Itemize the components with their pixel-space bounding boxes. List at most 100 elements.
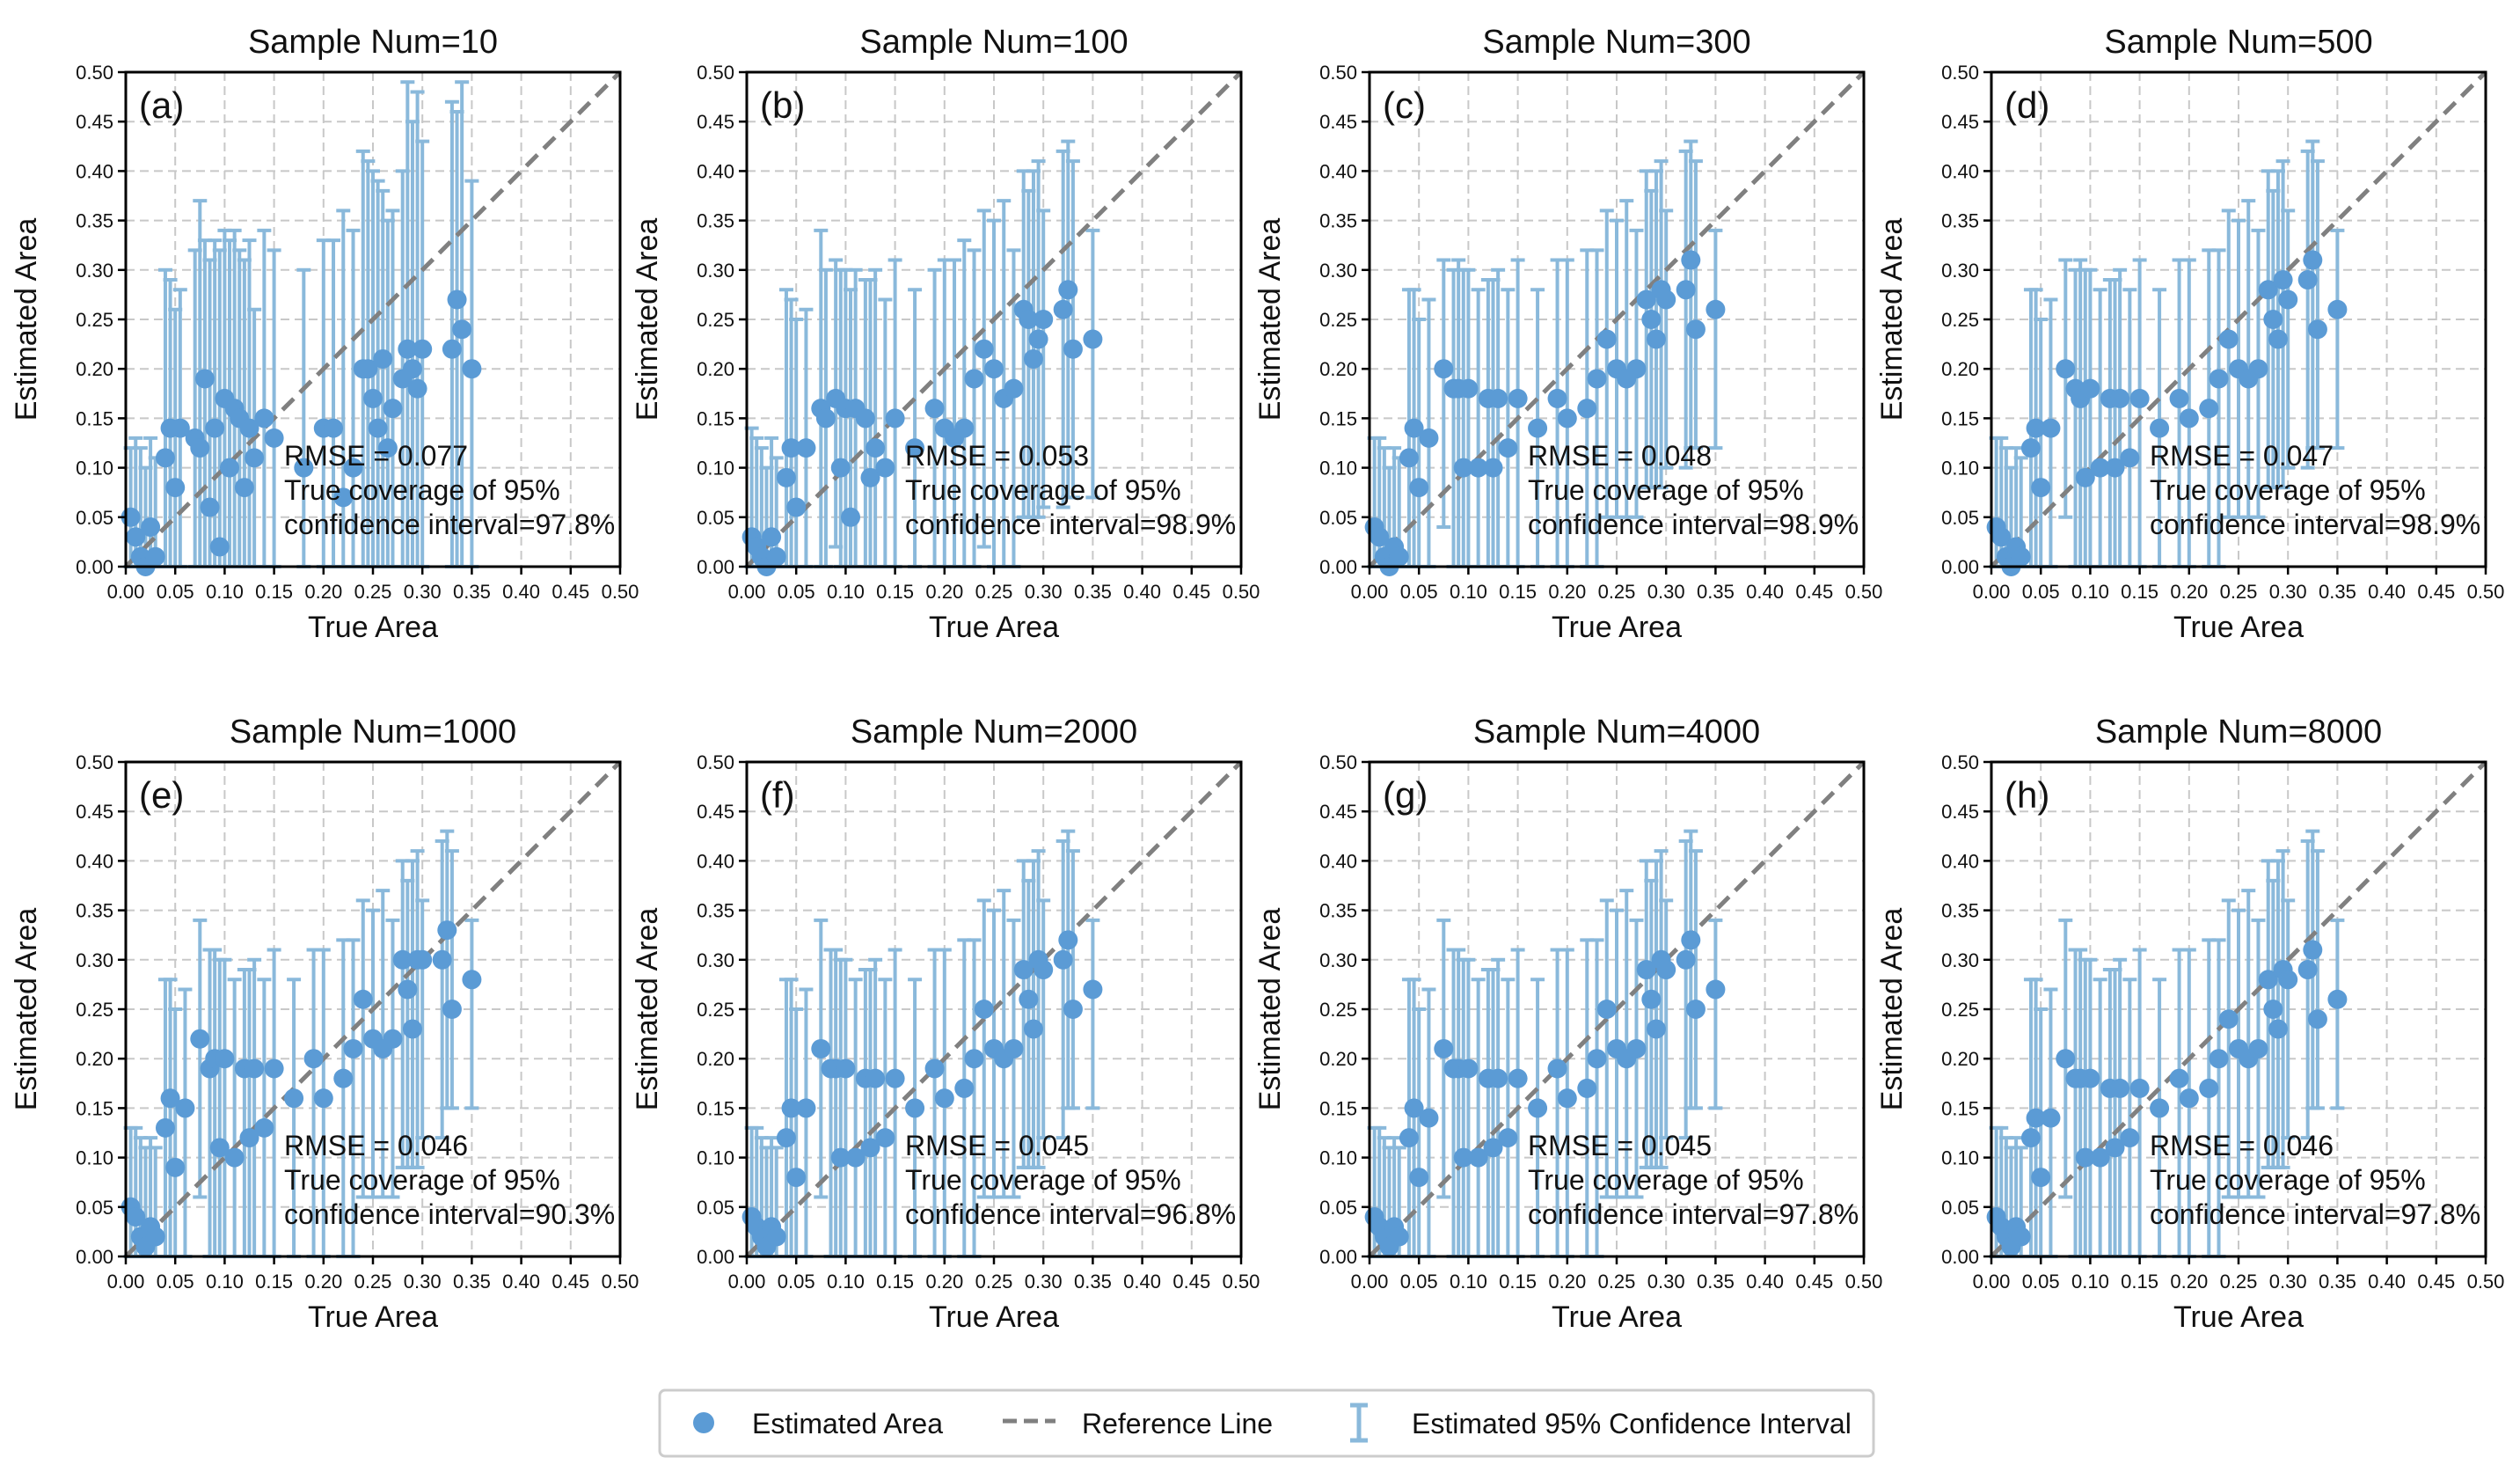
y-tick-label: 0.50 bbox=[697, 62, 734, 84]
y-axis-label: Estimated Area bbox=[631, 218, 664, 421]
data-point bbox=[190, 1029, 210, 1049]
y-tick-label: 0.40 bbox=[697, 160, 734, 182]
data-point bbox=[1557, 408, 1577, 429]
data-point bbox=[239, 418, 259, 438]
data-point bbox=[1656, 960, 1676, 980]
data-point bbox=[2150, 1098, 2170, 1118]
data-point bbox=[398, 339, 418, 359]
x-tick-label: 0.45 bbox=[1172, 1271, 1210, 1293]
subplot-title: Sample Num=10 bbox=[248, 24, 498, 61]
x-tick-label: 0.50 bbox=[1223, 1271, 1260, 1293]
rmse-annotation: RMSE = 0.047 bbox=[2150, 440, 2334, 472]
x-tick-label: 0.15 bbox=[876, 581, 914, 603]
x-tick-label: 0.05 bbox=[1400, 581, 1438, 603]
y-tick-label: 0.00 bbox=[697, 556, 734, 578]
data-point bbox=[2080, 378, 2100, 399]
data-point bbox=[413, 949, 433, 970]
data-point bbox=[333, 487, 354, 508]
data-point bbox=[2268, 1019, 2288, 1039]
data-point bbox=[924, 399, 945, 419]
data-point bbox=[2258, 970, 2278, 990]
x-tick-label: 0.25 bbox=[2220, 1271, 2258, 1293]
data-point bbox=[1706, 299, 1726, 319]
data-point bbox=[2303, 250, 2323, 270]
y-tick-label: 0.35 bbox=[76, 210, 113, 232]
subplot-6: 0.00 0.00 0.05 0.05 0.10 0.10 0.15 0.15 0.20 0.20… bbox=[631, 714, 1260, 1334]
panel-letter: (b) bbox=[760, 84, 805, 126]
y-tick-label: 0.20 bbox=[697, 1048, 734, 1070]
data-point bbox=[245, 448, 265, 468]
x-tick-label: 0.00 bbox=[728, 1271, 766, 1293]
y-tick-label: 0.30 bbox=[1941, 949, 1979, 971]
y-tick-label: 0.45 bbox=[76, 801, 113, 823]
data-point bbox=[974, 1000, 994, 1019]
data-point bbox=[762, 527, 782, 547]
x-tick-label: 0.05 bbox=[1400, 1271, 1438, 1293]
data-point bbox=[447, 289, 467, 310]
panel-letter: (c) bbox=[1383, 84, 1426, 126]
subplot-title: Sample Num=300 bbox=[1482, 24, 1750, 61]
rmse-annotation: RMSE = 0.077 bbox=[284, 440, 468, 472]
x-tick-label: 0.50 bbox=[1845, 581, 1883, 603]
data-point bbox=[377, 438, 398, 458]
data-point bbox=[2075, 467, 2095, 487]
x-tick-label: 0.50 bbox=[602, 1271, 639, 1293]
data-point bbox=[1058, 930, 1078, 950]
data-point bbox=[1508, 1068, 1528, 1088]
data-point bbox=[2105, 458, 2125, 478]
y-axis-label: Estimated Area bbox=[1253, 218, 1287, 421]
subplot-5: 0.00 0.00 0.05 0.05 0.10 0.10 0.15 0.15 0.20 0.20… bbox=[10, 714, 639, 1334]
x-tick-label: 0.45 bbox=[2417, 581, 2455, 603]
data-point bbox=[313, 1088, 333, 1109]
x-tick-label: 0.30 bbox=[1025, 1271, 1063, 1293]
subplot-title: Sample Num=4000 bbox=[1473, 714, 1760, 751]
subplot-8: 0.00 0.00 0.05 0.05 0.10 0.10 0.15 0.15 0.20 0.20… bbox=[1875, 714, 2504, 1334]
data-point bbox=[766, 1227, 786, 1247]
y-tick-label: 0.05 bbox=[1319, 1197, 1357, 1219]
y-tick-label: 0.25 bbox=[76, 309, 113, 331]
x-tick-label: 0.40 bbox=[502, 581, 540, 603]
x-tick-label: 0.00 bbox=[1973, 1271, 2011, 1293]
data-point bbox=[1053, 299, 1073, 319]
data-point bbox=[1508, 388, 1528, 408]
x-tick-label: 0.25 bbox=[1598, 581, 1636, 603]
y-tick-label: 0.35 bbox=[1319, 900, 1357, 922]
data-point bbox=[860, 1138, 880, 1158]
data-point bbox=[1641, 989, 1662, 1009]
data-point bbox=[392, 949, 413, 970]
data-point bbox=[1706, 979, 1726, 1000]
coverage-annotation-line2: confidence interval=97.8% bbox=[284, 509, 615, 540]
y-tick-label: 0.40 bbox=[1941, 850, 1979, 872]
data-point bbox=[2278, 970, 2298, 990]
y-tick-label: 0.45 bbox=[697, 111, 734, 133]
data-point bbox=[2129, 1078, 2150, 1098]
y-tick-label: 0.25 bbox=[1941, 999, 1979, 1021]
subplot-title: Sample Num=8000 bbox=[2095, 714, 2382, 751]
data-point bbox=[841, 507, 861, 527]
data-point bbox=[363, 388, 383, 408]
x-tick-label: 0.20 bbox=[925, 581, 963, 603]
data-point bbox=[924, 1058, 945, 1079]
data-point bbox=[373, 348, 393, 369]
x-tick-label: 0.25 bbox=[354, 1271, 392, 1293]
x-tick-label: 0.25 bbox=[975, 581, 1013, 603]
y-tick-label: 0.00 bbox=[1319, 1246, 1357, 1268]
legend-label-confidence-interval: Estimated 95% Confidence Interval bbox=[1412, 1408, 1852, 1439]
data-point bbox=[2120, 448, 2140, 468]
x-tick-label: 0.30 bbox=[1647, 1271, 1685, 1293]
data-point bbox=[170, 418, 190, 438]
data-point bbox=[1434, 1038, 1454, 1058]
x-tick-label: 0.40 bbox=[2368, 1271, 2406, 1293]
data-point bbox=[165, 478, 186, 498]
data-point bbox=[2026, 1108, 2046, 1128]
x-tick-label: 0.15 bbox=[255, 1271, 293, 1293]
coverage-annotation-line1: True coverage of 95% bbox=[905, 1164, 1181, 1196]
data-point bbox=[1557, 1088, 1577, 1109]
data-point bbox=[1488, 388, 1508, 408]
reference-line bbox=[124, 760, 622, 1258]
data-point bbox=[776, 1128, 796, 1148]
y-tick-label: 0.25 bbox=[1941, 309, 1979, 331]
x-tick-label: 0.30 bbox=[1647, 581, 1685, 603]
data-point bbox=[126, 527, 146, 547]
data-point bbox=[1483, 1138, 1503, 1158]
